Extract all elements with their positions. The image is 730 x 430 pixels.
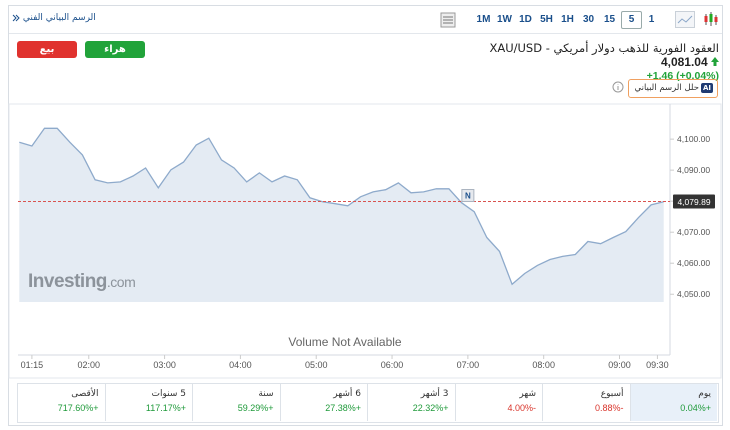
period-label: 5 سنوات	[151, 389, 186, 399]
period-label: الأقصى	[71, 389, 99, 399]
period-change: +117.17%	[145, 403, 186, 413]
volume-note: Volume Not Available	[288, 335, 402, 349]
watermark-brand: Investing	[28, 271, 107, 292]
period-label: يوم	[698, 389, 711, 399]
period-change: +22.32%	[412, 403, 449, 413]
interval-button[interactable]: 1W	[497, 14, 512, 25]
performance-cell[interactable]: الأقصى +717.60%	[17, 384, 105, 421]
x-tick-label: 09:30	[646, 360, 669, 370]
buy-button[interactable]: هراء	[85, 41, 145, 58]
y-tick-label: 4,050.00	[677, 289, 710, 299]
analyze-button[interactable]: AIحلل الرسم البياني	[628, 79, 718, 98]
info-icon[interactable]	[612, 81, 624, 93]
interval-button[interactable]: 15	[603, 14, 616, 25]
area-fill	[19, 128, 664, 302]
period-change: +27.38%	[325, 403, 361, 413]
interval-button[interactable]: 1D	[519, 14, 532, 25]
current-value-box	[673, 194, 715, 209]
performance-cell[interactable]: سنة +59.29%	[192, 384, 280, 421]
period-change: +0.04%	[680, 403, 711, 413]
sell-button[interactable]: بيع	[17, 41, 77, 58]
x-tick-label: 07:00	[457, 360, 480, 370]
y-tick-label: 4,090.00	[677, 165, 710, 175]
interval-button[interactable]: 5	[621, 11, 642, 29]
performance-cell[interactable]: 6 أشهر +27.38%	[279, 384, 368, 421]
event-marker-label: N	[465, 192, 471, 201]
toolbar-divider	[9, 33, 722, 34]
x-tick-label: 03:00	[153, 360, 176, 370]
price-line	[19, 127, 664, 286]
candle-icon[interactable]	[703, 11, 719, 28]
period-label: 3 أشهر	[420, 389, 449, 399]
period-label: أسبوع	[600, 389, 624, 399]
y-tick-label: 4,060.00	[677, 258, 710, 268]
period-change: +59.29%	[237, 403, 274, 413]
performance-cell[interactable]: 3 أشهر +22.32%	[367, 384, 455, 421]
x-tick-label: 08:00	[532, 360, 555, 370]
interval-button[interactable]: 1M	[476, 14, 491, 25]
chart-link[interactable]: الرسم البياني الفني	[12, 13, 96, 23]
analyze-text: حلل الرسم البياني	[634, 83, 699, 93]
period-change: -4.00%	[507, 403, 536, 413]
up-arrow	[711, 57, 719, 66]
watermark-suffix: .com	[107, 274, 135, 290]
performance-cell[interactable]: 5 سنوات +117.17%	[104, 384, 193, 421]
performance-cell[interactable]: أسبوع -0.88%	[542, 384, 630, 421]
table-icon[interactable]	[440, 12, 456, 28]
period-change: +717.60%	[57, 403, 99, 413]
y-tick-label: 4,100.00	[677, 134, 710, 144]
y-tick-label: 4,070.00	[677, 227, 710, 237]
performance-cell[interactable]: شهر -4.00%	[454, 384, 543, 421]
chart-link-text: الرسم البياني الفني	[22, 13, 96, 23]
period-label: 6 أشهر	[333, 389, 361, 399]
chart: 4,050.004,060.004,070.004,080.004,090.00…	[8, 103, 722, 379]
period-change: -0.88%	[594, 403, 624, 413]
line-chart-icon[interactable]	[675, 11, 695, 28]
price-row: 4,081.04	[661, 55, 719, 69]
interval-button[interactable]: 30	[582, 14, 595, 25]
x-tick-label: 02:00	[78, 360, 101, 370]
event-marker	[461, 189, 475, 203]
x-tick-label: 04:00	[229, 360, 252, 370]
chart-frame	[8, 103, 722, 379]
price: 4,081.04	[660, 55, 708, 69]
performance-cell[interactable]: يوم +0.04%	[629, 384, 717, 421]
x-tick-label: 05:00	[305, 360, 328, 370]
chevron-icon	[12, 14, 20, 21]
period-label: شهر	[519, 389, 536, 399]
instrument-title: XAU/USD - العقود الفورية للذهب دولار أمر…	[489, 41, 719, 55]
interval-button[interactable]: 5H	[540, 14, 553, 25]
x-tick-label: 09:00	[608, 360, 631, 370]
x-tick-label: 06:00	[381, 360, 404, 370]
interval-button[interactable]: 1H	[561, 14, 574, 25]
period-label: سنة	[258, 389, 274, 399]
watermark: Investing.com	[28, 271, 135, 292]
x-tick-label: 01:15	[21, 360, 44, 370]
current-value-label: 4,079.89	[677, 197, 710, 207]
ai-badge: AI	[700, 83, 713, 93]
interval-button[interactable]: 1	[648, 14, 655, 25]
